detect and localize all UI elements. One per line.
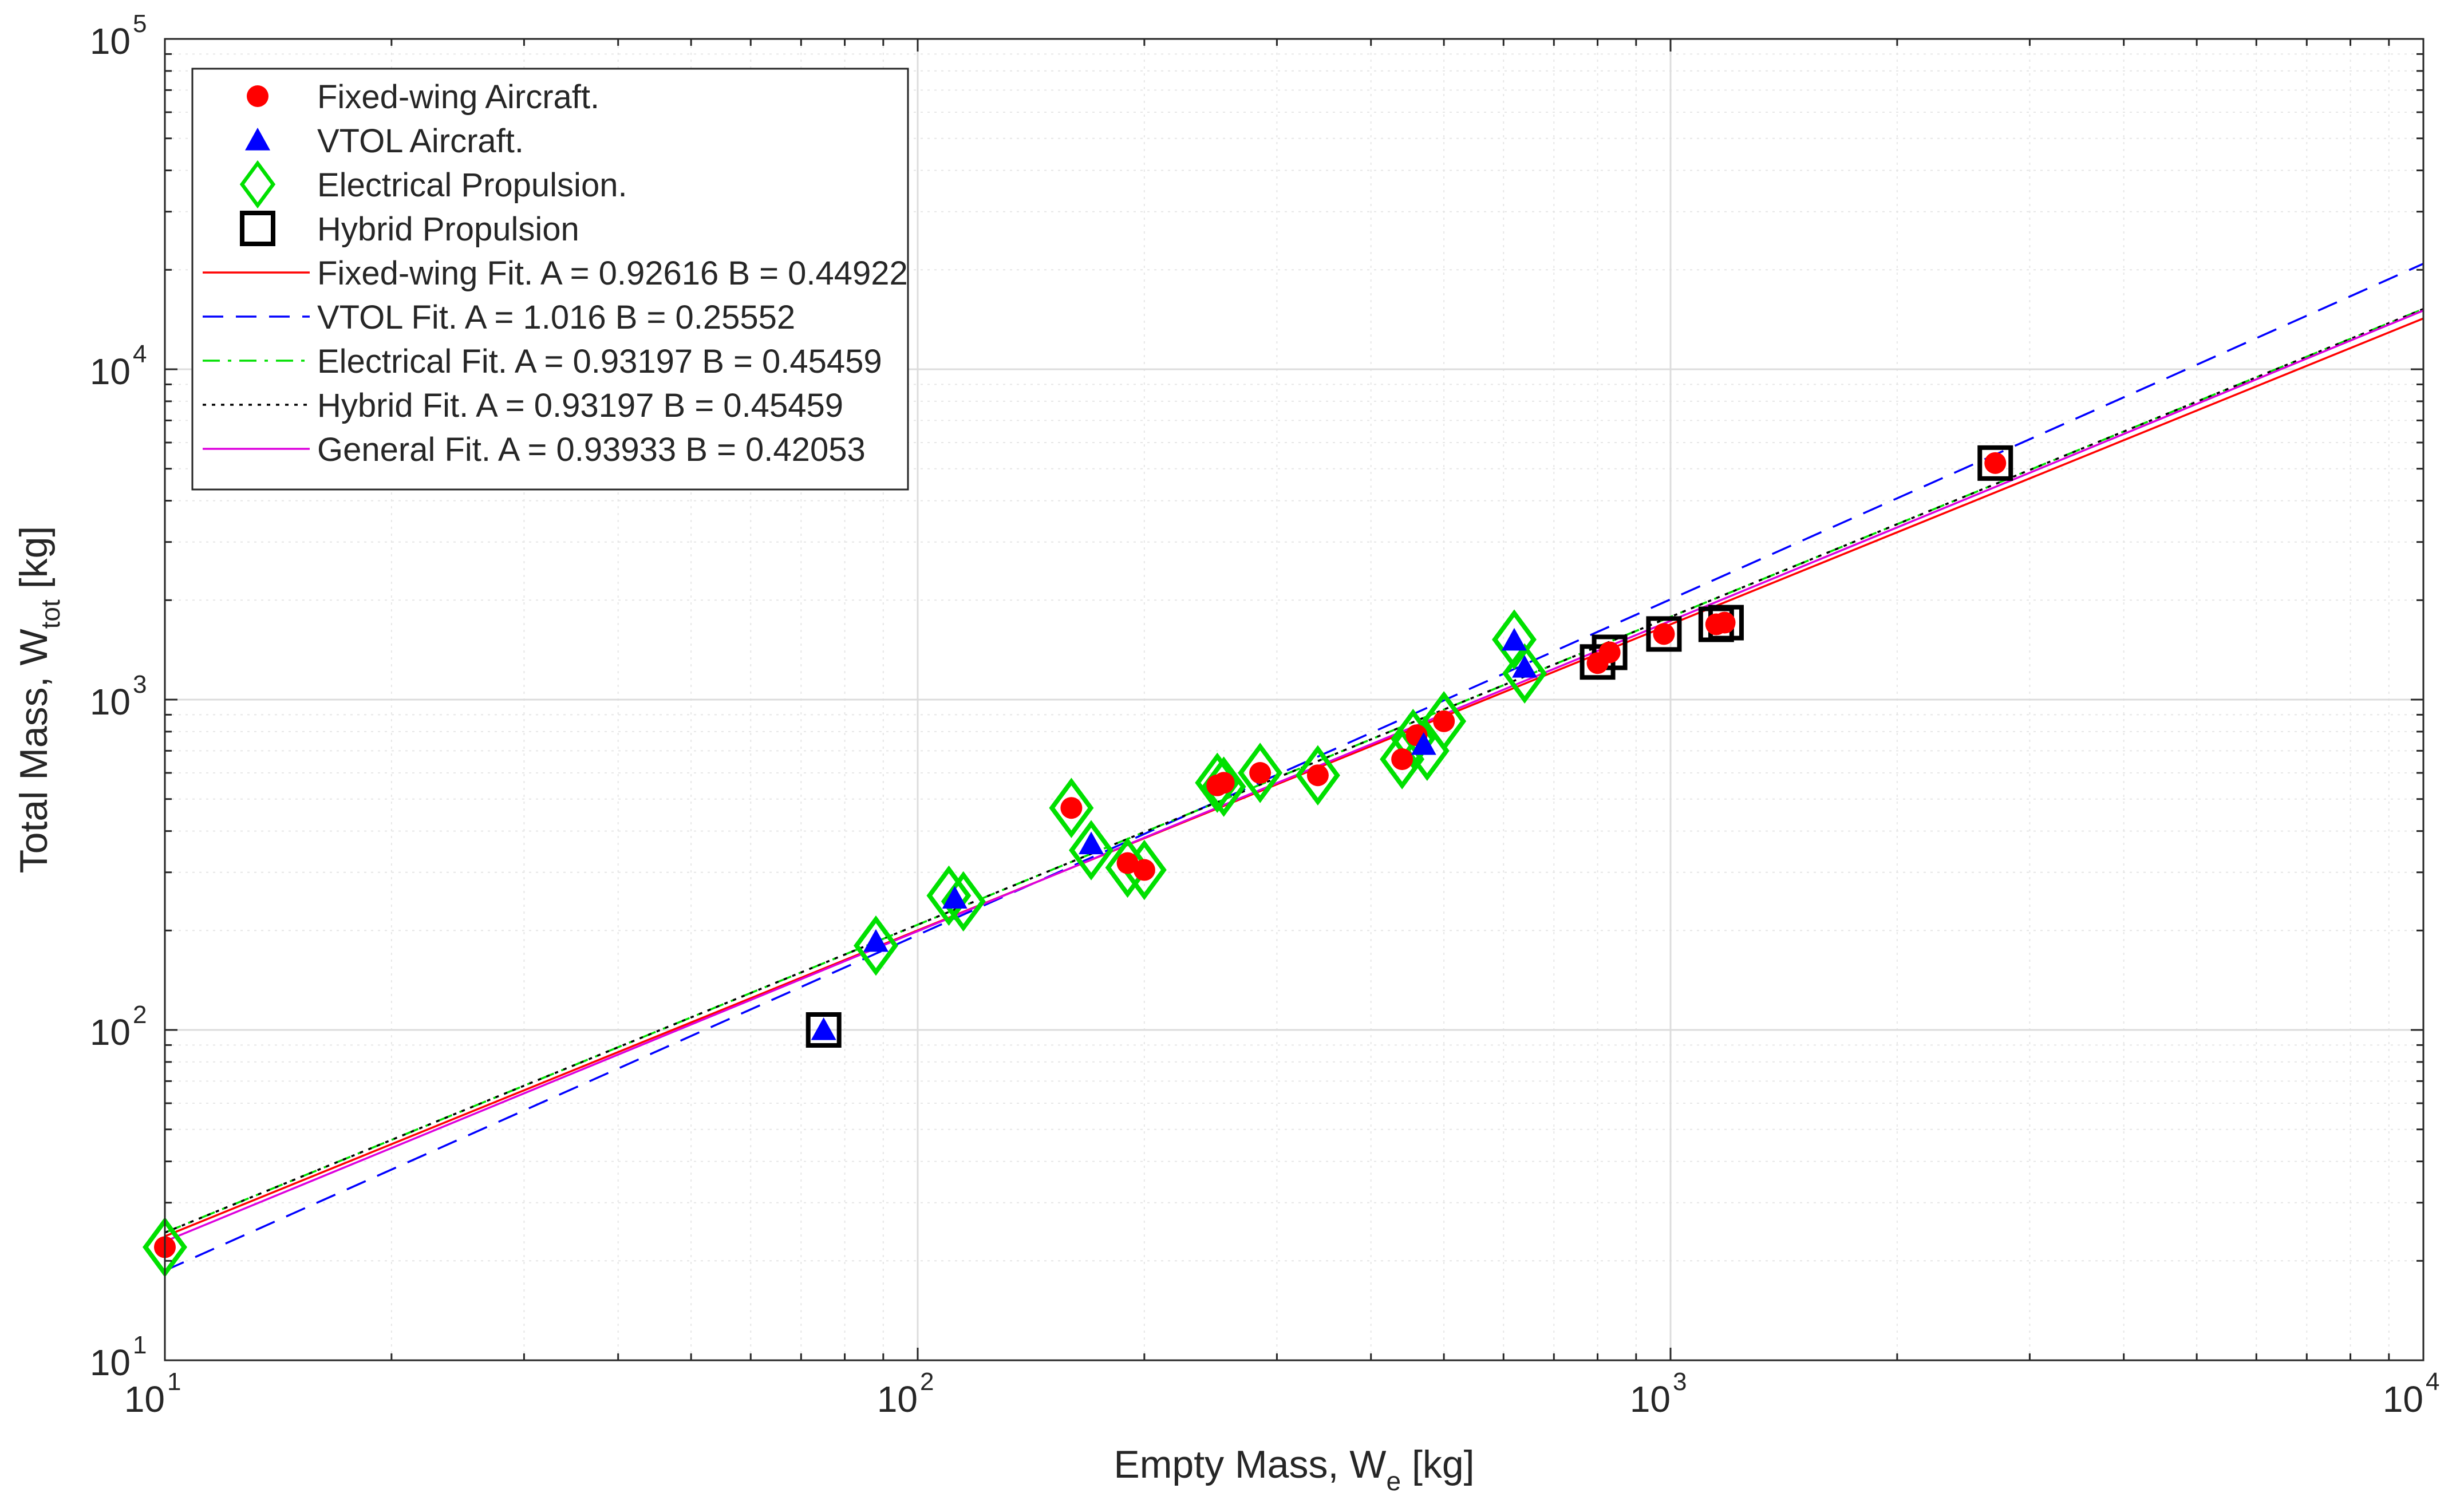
data-point-diamond — [1049, 777, 1094, 838]
legend-label: Fixed-wing Fit. A = 0.92616 B = 0.44922 — [317, 255, 908, 292]
x-tick-label-base: 10 — [877, 1379, 918, 1420]
y-tick-label-exponent: 4 — [133, 340, 147, 368]
data-point-diamond — [1492, 609, 1537, 670]
legend-label: Hybrid Fit. A = 0.93197 B = 0.45459 — [317, 387, 843, 424]
y-tick-label: 10 1 — [90, 1331, 147, 1383]
legend-label: Fixed-wing Aircraft. — [317, 78, 599, 116]
data-point-circle — [1984, 452, 2007, 474]
y-axis-title-unit: [kg] — [12, 526, 56, 600]
y-tick-label-base: 10 — [90, 1012, 131, 1053]
fit-line-4 — [164, 309, 2424, 1242]
markers-layer — [143, 445, 2013, 1278]
fit-line-3 — [164, 308, 2424, 1234]
data-point-diamond — [1502, 643, 1547, 704]
x-axis-title: Empty Mass, We [kg] — [1113, 1443, 1474, 1496]
data-point-circle — [1116, 852, 1139, 874]
data-point-circle — [1433, 710, 1455, 732]
data-point-triangle — [811, 1017, 836, 1040]
data-point-square — [1592, 634, 1628, 670]
y-axis-title-main: Total Mass, W — [12, 629, 56, 873]
data-point-circle — [1249, 762, 1272, 784]
legend-box — [191, 68, 909, 491]
data-point-diamond — [1295, 745, 1340, 806]
x-tick-label: 10 2 — [877, 1368, 934, 1420]
data-point-diamond — [854, 915, 898, 976]
y-tick-label-exponent: 2 — [133, 1001, 147, 1029]
data-point-diamond — [1105, 837, 1150, 898]
y-axis-title-subscript: tot — [35, 599, 65, 629]
data-point-triangle — [1079, 831, 1104, 855]
data-point-square — [1646, 616, 1682, 652]
legend-label: VTOL Fit. A = 1.016 B = 0.25552 — [317, 299, 795, 336]
data-point-diamond — [1195, 752, 1240, 814]
legend-marker-circle — [247, 85, 268, 107]
y-tick-label-exponent: 3 — [133, 670, 147, 698]
data-point-triangle — [1512, 655, 1538, 678]
y-tick-label-exponent: 5 — [133, 10, 147, 38]
data-point-circle — [1133, 859, 1155, 881]
fit-lines-layer — [164, 263, 2424, 1272]
x-axis-title-main: Empty Mass, W — [1113, 1443, 1386, 1486]
x-tick-label-base: 10 — [124, 1379, 165, 1420]
y-tick-label: 10 5 — [90, 10, 147, 62]
ticks-layer — [164, 39, 2423, 1361]
y-tick-label-base: 10 — [90, 351, 131, 392]
x-tick-label-exponent: 1 — [167, 1368, 181, 1396]
data-point-circle — [1213, 772, 1235, 794]
legend-label: General Fit. A = 0.93933 B = 0.42053 — [317, 431, 866, 468]
x-tick-label: 10 3 — [1630, 1368, 1687, 1420]
legend-marker-triangle — [245, 128, 270, 151]
data-point-diamond — [941, 871, 986, 932]
y-tick-label: 10 3 — [90, 670, 147, 723]
data-point-diamond — [926, 865, 972, 926]
x-axis-title-subscript: e — [1386, 1466, 1401, 1496]
data-point-square — [805, 1012, 842, 1048]
legend-label: Hybrid Propulsion — [317, 211, 579, 248]
data-point-circle — [1653, 623, 1675, 645]
y-tick-label-base: 10 — [90, 21, 131, 62]
x-tick-label: 10 1 — [124, 1368, 181, 1420]
y-axis-title: Total Mass, Wtot [kg] — [12, 526, 65, 874]
legend: Fixed-wing Aircraft. VTOL Aircraft. Electr… — [191, 68, 909, 491]
data-point-triangle — [1411, 732, 1436, 755]
data-point-circle — [1060, 797, 1083, 819]
y-tick-label-exponent: 1 — [133, 1331, 147, 1359]
y-tick-label: 10 2 — [90, 1001, 147, 1053]
data-point-square — [1977, 445, 2013, 481]
legend-label: VTOL Aircraft. — [317, 123, 524, 160]
y-tick-label-base: 10 — [90, 681, 131, 723]
data-point-diamond — [1238, 743, 1283, 803]
data-point-circle — [1713, 611, 1736, 634]
x-tick-label-exponent: 2 — [920, 1368, 934, 1396]
data-point-diamond — [1069, 820, 1114, 881]
data-point-circle — [1306, 764, 1329, 787]
x-tick-label-exponent: 3 — [1673, 1368, 1687, 1396]
x-axis-title-unit: [kg] — [1401, 1443, 1475, 1486]
y-tick-label-base: 10 — [90, 1342, 131, 1383]
data-point-circle — [1391, 748, 1413, 771]
data-point-triangle — [1501, 627, 1527, 651]
legend-label: Electrical Fit. A = 0.93197 B = 0.45459 — [317, 343, 882, 380]
legend-label: Electrical Propulsion. — [317, 167, 627, 204]
fit-line-0 — [164, 317, 2424, 1238]
data-point-triangle — [942, 886, 968, 909]
legend-marker-diamond — [239, 160, 276, 209]
data-point-circle — [1598, 641, 1621, 664]
legend-marker-square — [240, 211, 275, 246]
x-tick-label-base: 10 — [1630, 1379, 1671, 1420]
x-tick-label-base: 10 — [2383, 1379, 2423, 1420]
y-tick-label: 10 4 — [90, 340, 147, 392]
data-point-diamond — [1421, 691, 1467, 752]
fit-line-1 — [164, 263, 2424, 1272]
x-tick-label-exponent: 4 — [2426, 1368, 2439, 1396]
data-point-triangle — [863, 929, 889, 952]
x-tick-label: 10 4 — [2383, 1368, 2440, 1420]
